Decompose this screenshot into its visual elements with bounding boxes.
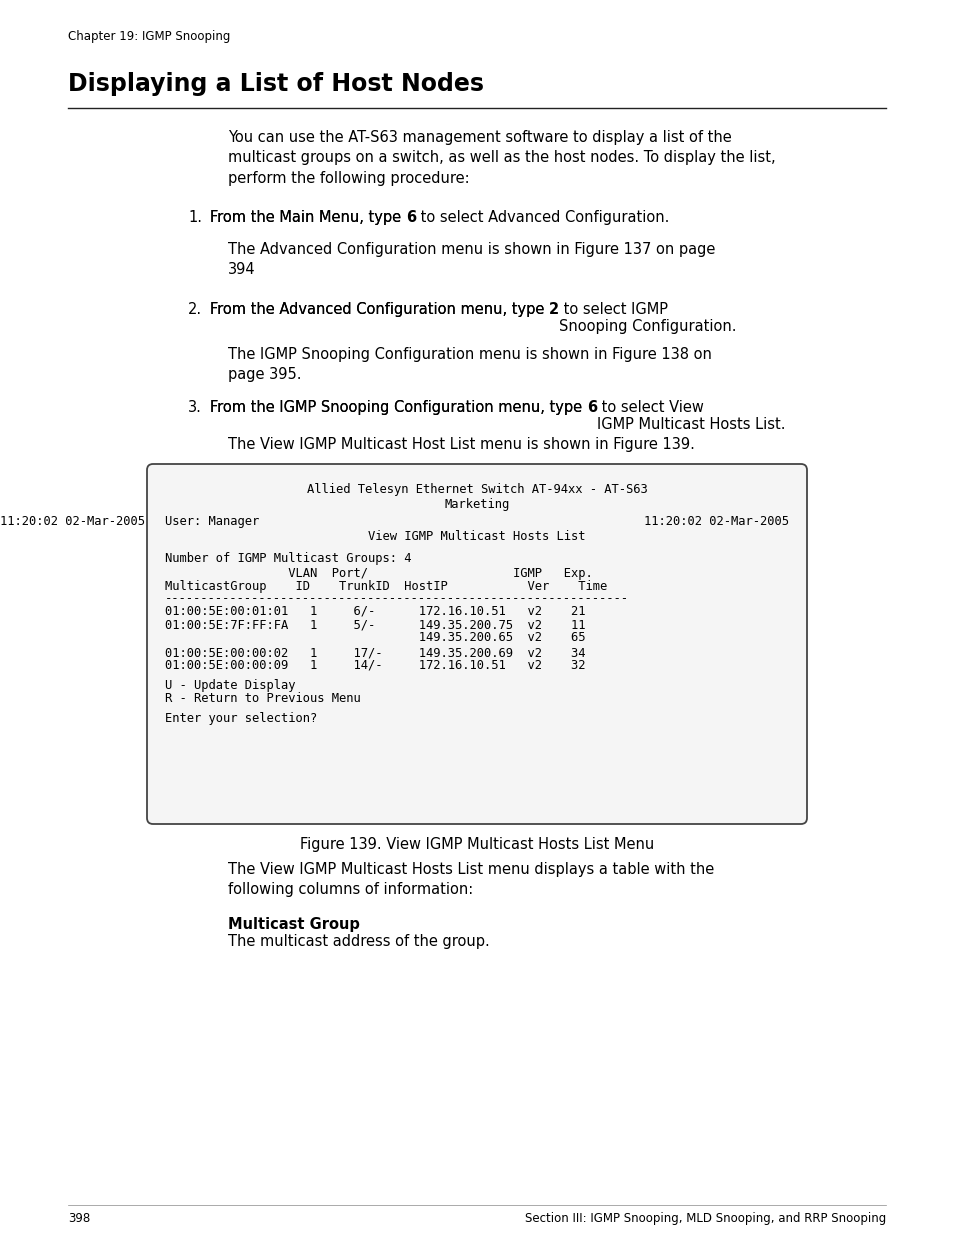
Text: 398: 398 bbox=[68, 1212, 91, 1225]
Text: 6: 6 bbox=[405, 210, 416, 225]
Text: VLAN  Port/                    IGMP   Exp.: VLAN Port/ IGMP Exp. bbox=[165, 567, 592, 580]
Text: The IGMP Snooping Configuration menu is shown in Figure 138 on
page 395.: The IGMP Snooping Configuration menu is … bbox=[228, 347, 711, 383]
Text: Chapter 19: IGMP Snooping: Chapter 19: IGMP Snooping bbox=[68, 30, 230, 43]
Text: 1.: 1. bbox=[188, 210, 202, 225]
Text: 6: 6 bbox=[586, 400, 597, 415]
Text: Multicast Group: Multicast Group bbox=[228, 918, 359, 932]
Text: Enter your selection?: Enter your selection? bbox=[165, 713, 317, 725]
Text: From the IGMP Snooping Configuration menu, type: From the IGMP Snooping Configuration men… bbox=[210, 400, 586, 415]
Text: The Advanced Configuration menu is shown in Figure 137 on page
394: The Advanced Configuration menu is shown… bbox=[228, 242, 715, 278]
Text: 149.35.200.65  v2    65: 149.35.200.65 v2 65 bbox=[165, 631, 585, 643]
Text: Figure 139. View IGMP Multicast Hosts List Menu: Figure 139. View IGMP Multicast Hosts Li… bbox=[299, 837, 654, 852]
Text: 01:00:5E:7F:FF:FA   1     5/-      149.35.200.75  v2    11: 01:00:5E:7F:FF:FA 1 5/- 149.35.200.75 v2… bbox=[165, 618, 585, 631]
Text: From the IGMP Snooping Configuration menu, type: From the IGMP Snooping Configuration men… bbox=[210, 400, 586, 415]
Text: Number of IGMP Multicast Groups: 4: Number of IGMP Multicast Groups: 4 bbox=[165, 552, 411, 564]
Text: 01:00:5E:00:01:01   1     6/-      172.16.10.51   v2    21: 01:00:5E:00:01:01 1 6/- 172.16.10.51 v2 … bbox=[165, 605, 585, 618]
Text: User: Manager: User: Manager bbox=[165, 515, 259, 529]
Text: 01:00:5E:00:00:02   1     17/-     149.35.200.69  v2    34: 01:00:5E:00:00:02 1 17/- 149.35.200.69 v… bbox=[165, 646, 585, 659]
FancyBboxPatch shape bbox=[147, 464, 806, 824]
Text: MulticastGroup    ID    TrunkID  HostIP           Ver    Time: MulticastGroup ID TrunkID HostIP Ver Tim… bbox=[165, 580, 607, 593]
Text: You can use the AT-S63 management software to display a list of the
multicast gr: You can use the AT-S63 management softwa… bbox=[228, 130, 775, 185]
Text: 2: 2 bbox=[548, 303, 558, 317]
Text: From the Advanced Configuration menu, type: From the Advanced Configuration menu, ty… bbox=[210, 303, 548, 317]
Text: Section III: IGMP Snooping, MLD Snooping, and RRP Snooping: Section III: IGMP Snooping, MLD Snooping… bbox=[524, 1212, 885, 1225]
Text: Allied Telesyn Ethernet Switch AT-94xx - AT-S63: Allied Telesyn Ethernet Switch AT-94xx -… bbox=[306, 483, 647, 496]
Text: The multicast address of the group.: The multicast address of the group. bbox=[228, 934, 489, 948]
Text: The View IGMP Multicast Host List menu is shown in Figure 139.: The View IGMP Multicast Host List menu i… bbox=[228, 437, 694, 452]
Text: The View IGMP Multicast Hosts List menu displays a table with the
following colu: The View IGMP Multicast Hosts List menu … bbox=[228, 862, 714, 898]
Text: 11:20:02 02-Mar-2005: 11:20:02 02-Mar-2005 bbox=[643, 515, 788, 529]
Text: From the Main Menu, type: From the Main Menu, type bbox=[210, 210, 405, 225]
Text: 01:00:5E:00:00:09   1     14/-     172.16.10.51   v2    32: 01:00:5E:00:00:09 1 14/- 172.16.10.51 v2… bbox=[165, 659, 585, 672]
Text: to select Advanced Configuration.: to select Advanced Configuration. bbox=[416, 210, 669, 225]
Text: From the Main Menu, type: From the Main Menu, type bbox=[210, 210, 405, 225]
Text: View IGMP Multicast Hosts List: View IGMP Multicast Hosts List bbox=[368, 530, 585, 543]
Text: 2.: 2. bbox=[188, 303, 202, 317]
Text: Marketing: Marketing bbox=[444, 498, 509, 511]
Text: Displaying a List of Host Nodes: Displaying a List of Host Nodes bbox=[68, 72, 483, 96]
Text: R - Return to Previous Menu: R - Return to Previous Menu bbox=[165, 692, 360, 705]
Text: U - Update Display: U - Update Display bbox=[165, 679, 295, 692]
Text: From the Advanced Configuration menu, type: From the Advanced Configuration menu, ty… bbox=[210, 303, 548, 317]
Text: 3.: 3. bbox=[188, 400, 202, 415]
Text: to select View
IGMP Multicast Hosts List.: to select View IGMP Multicast Hosts List… bbox=[597, 400, 784, 432]
Text: ----------------------------------------------------------------: ----------------------------------------… bbox=[165, 592, 628, 605]
Text: 11:20:02 02-Mar-2005: 11:20:02 02-Mar-2005 bbox=[0, 515, 145, 529]
Text: to select IGMP
Snooping Configuration.: to select IGMP Snooping Configuration. bbox=[558, 303, 736, 335]
